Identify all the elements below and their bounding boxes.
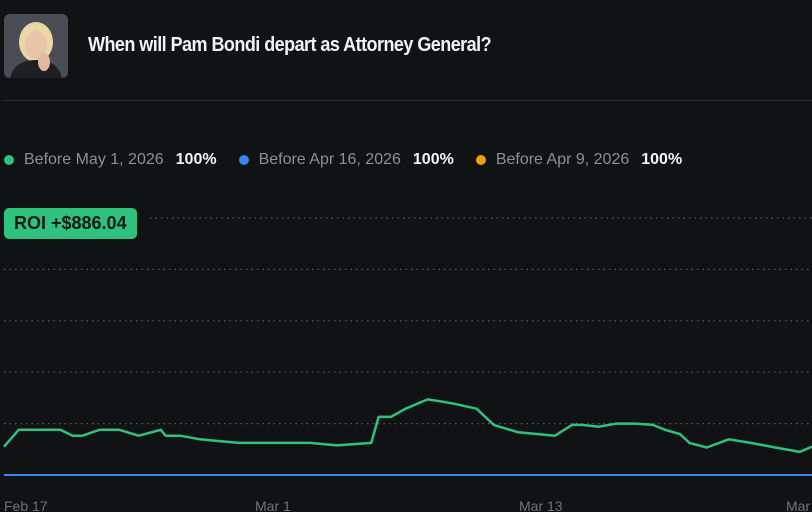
- page-title: When will Pam Bondi depart as Attorney G…: [88, 34, 492, 56]
- legend-dot-icon: [238, 155, 249, 165]
- legend-item-may-1[interactable]: Before May 1, 2026 100%: [4, 151, 217, 169]
- portrait-image: [4, 14, 68, 78]
- header: When will Pam Bondi depart as Attorney G…: [0, 0, 812, 100]
- x-tick-label: Mar 13: [519, 498, 563, 512]
- legend-value: 100%: [175, 151, 217, 168]
- legend-label: Before May 1, 2026: [24, 151, 164, 168]
- series-line-before-may-1-2026: [3, 398, 812, 454]
- legend-value: 100%: [412, 151, 454, 168]
- legend-label: Before Apr 9, 2026: [495, 151, 630, 168]
- roi-badge: ROI +$886.04: [4, 208, 137, 239]
- legend-item-apr-16[interactable]: Before Apr 16, 2026 100%: [238, 151, 454, 169]
- x-tick-label: Mar: [786, 498, 810, 512]
- x-tick-label: Feb 17: [4, 498, 48, 512]
- avatar: [4, 14, 68, 78]
- legend-item-apr-9[interactable]: Before Apr 9, 2026 100%: [475, 151, 683, 169]
- legend-dot-icon: [475, 155, 486, 165]
- legend-label: Before Apr 16, 2026: [258, 151, 401, 168]
- legend: Before May 1, 2026 100% Before Apr 16, 2…: [0, 148, 704, 172]
- legend-dot-icon: [4, 155, 14, 165]
- legend-value: 100%: [641, 151, 683, 168]
- header-divider: [4, 100, 812, 101]
- x-tick-label: Mar 1: [255, 498, 291, 512]
